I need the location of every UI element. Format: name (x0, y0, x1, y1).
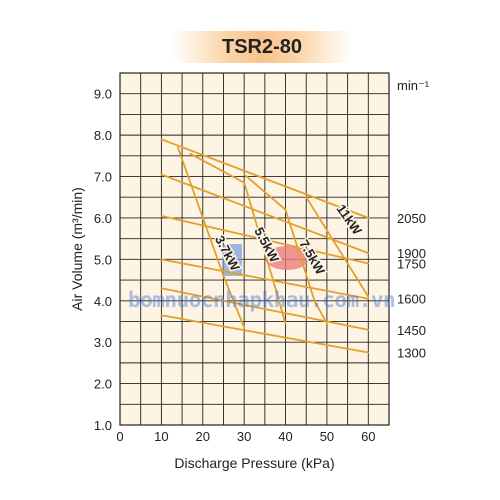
title-box: TSR2-80 (172, 31, 352, 63)
speed-curve-1750 (160, 215, 370, 265)
power-curve-5.5kW (189, 152, 287, 325)
speed-curve-1450 (160, 287, 370, 331)
y-tick-label: 3.0 (94, 335, 112, 350)
speed-label-1600: 1600 (397, 292, 426, 307)
speed-label-1450: 1450 (397, 323, 426, 338)
blue-square-marker (222, 244, 242, 276)
y-tick-label: 7.0 (94, 170, 112, 185)
y-tick-label: 8.0 (94, 128, 112, 143)
right-axis-unit-label: min⁻¹ (397, 78, 430, 93)
plot-background (120, 73, 389, 425)
speed-curve-1600 (160, 258, 370, 300)
speed-label-1750: 1750 (397, 256, 426, 271)
y-tick-label: 9.0 (94, 87, 112, 102)
watermark-text: bomnuocnhapkhau.com.vn (128, 288, 396, 312)
y-tick-label: 4.0 (94, 294, 112, 309)
power-curve-7.5kW (243, 173, 328, 325)
speed-label-1900: 1900 (397, 246, 426, 261)
x-tick-label: 20 (196, 429, 210, 444)
speed-curve-1300 (160, 314, 370, 354)
x-tick-label: 30 (237, 429, 251, 444)
y-tick-label: 6.0 (94, 211, 112, 226)
chart-title: TSR2-80 (221, 35, 303, 58)
y-tick-label: 1.0 (94, 418, 112, 433)
x-tick-label: 0 (116, 429, 123, 444)
speed-curve-2050 (160, 138, 370, 219)
x-axis-label: Discharge Pressure (kPa) (174, 455, 334, 471)
speed-label-2050: 2050 (397, 211, 426, 226)
power-curve-3.7kW (177, 146, 246, 329)
plot-border (119, 72, 390, 426)
curves (160, 138, 370, 354)
x-tick-label: 10 (154, 429, 168, 444)
y-axis-label: Air Volume (m³/min) (69, 187, 85, 311)
operating-point-markers (222, 244, 309, 276)
x-tick-label: 60 (361, 429, 375, 444)
x-tick-label: 40 (278, 429, 292, 444)
red-oval-marker (265, 246, 309, 270)
power-curve-11kW (305, 196, 370, 298)
grid (119, 72, 390, 426)
y-tick-label: 2.0 (94, 377, 112, 392)
x-tick-label: 50 (320, 429, 334, 444)
y-tick-label: 5.0 (94, 252, 112, 267)
speed-label-1300: 1300 (397, 346, 426, 361)
